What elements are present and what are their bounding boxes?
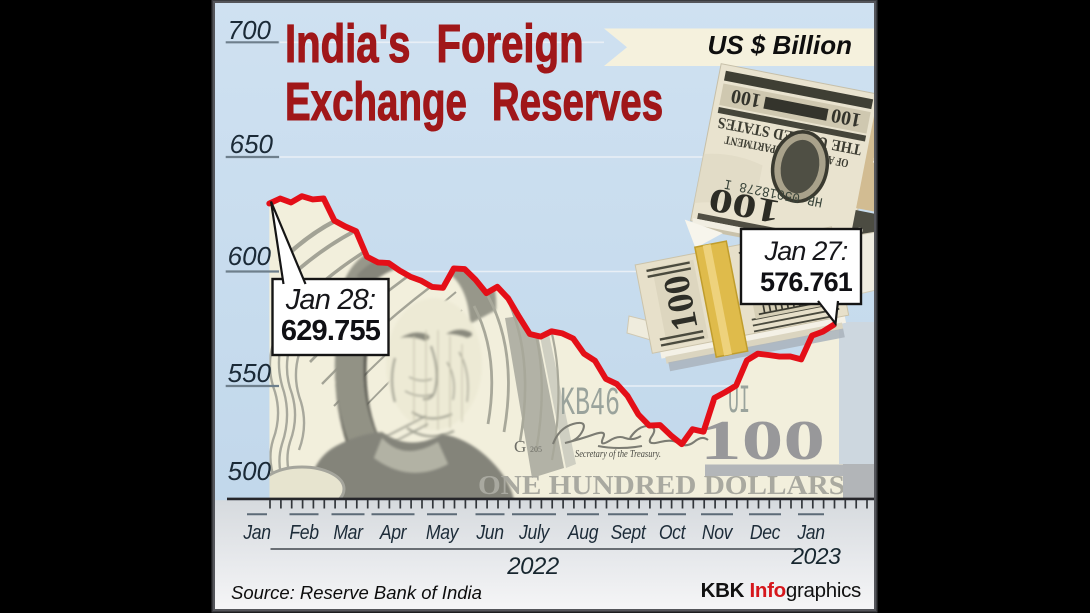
svg-text:Secretary of the Treasury.: Secretary of the Treasury. (575, 449, 661, 460)
svg-text:100: 100 (700, 410, 825, 472)
svg-text:205: 205 (530, 445, 542, 454)
svg-text:G: G (514, 437, 526, 456)
svg-text:KB46: KB46 (560, 382, 620, 427)
svg-text:UI: UI (728, 380, 750, 425)
